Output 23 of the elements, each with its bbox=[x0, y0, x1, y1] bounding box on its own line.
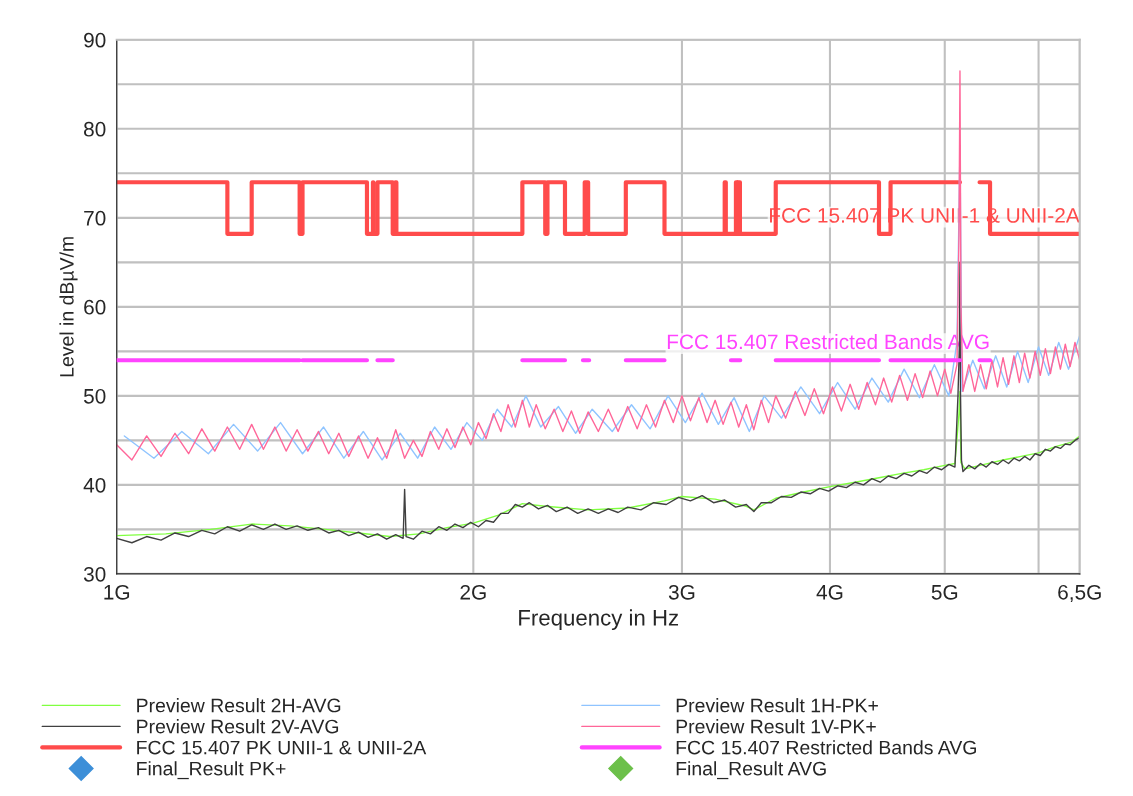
x-tick-label: 2G bbox=[460, 584, 486, 600]
legend-label: Preview Result 1H-PK+ bbox=[676, 698, 878, 713]
y-tick-label: 60 bbox=[84, 299, 106, 315]
x-tick-label: 4G bbox=[816, 584, 843, 600]
legend-label: Final_Result AVG bbox=[676, 761, 826, 780]
legend-label: Preview Result 1V-PK+ bbox=[676, 719, 876, 734]
legend-label: FCC 15.407 PK UNII-1 & UNII-2A bbox=[137, 740, 427, 755]
x-axis-title: Frequency in Hz bbox=[519, 609, 679, 631]
legend-label: Final_Result PK+ bbox=[137, 761, 286, 780]
x-tick-label: 6,5G bbox=[1058, 584, 1101, 603]
y-axis-title: Level in dBµV/m bbox=[59, 237, 78, 377]
x-tick-label: 5G bbox=[931, 584, 958, 600]
y-tick-label: 90 bbox=[84, 32, 106, 48]
legend-label: Preview Result 2V-AVG bbox=[137, 719, 339, 734]
y-tick-label: 70 bbox=[84, 210, 106, 226]
y-tick-label: 50 bbox=[83, 388, 106, 404]
legend-label: Preview Result 2H-AVG bbox=[137, 698, 341, 713]
x-tick-label: 3G bbox=[668, 584, 695, 600]
x-tick-label: 1G bbox=[104, 584, 130, 600]
legend-label: FCC 15.407 Restricted Bands AVG bbox=[676, 740, 976, 755]
y-tick-label: 30 bbox=[83, 566, 106, 582]
y-tick-label: 40 bbox=[83, 477, 106, 493]
y-tick-label: 80 bbox=[84, 121, 106, 137]
